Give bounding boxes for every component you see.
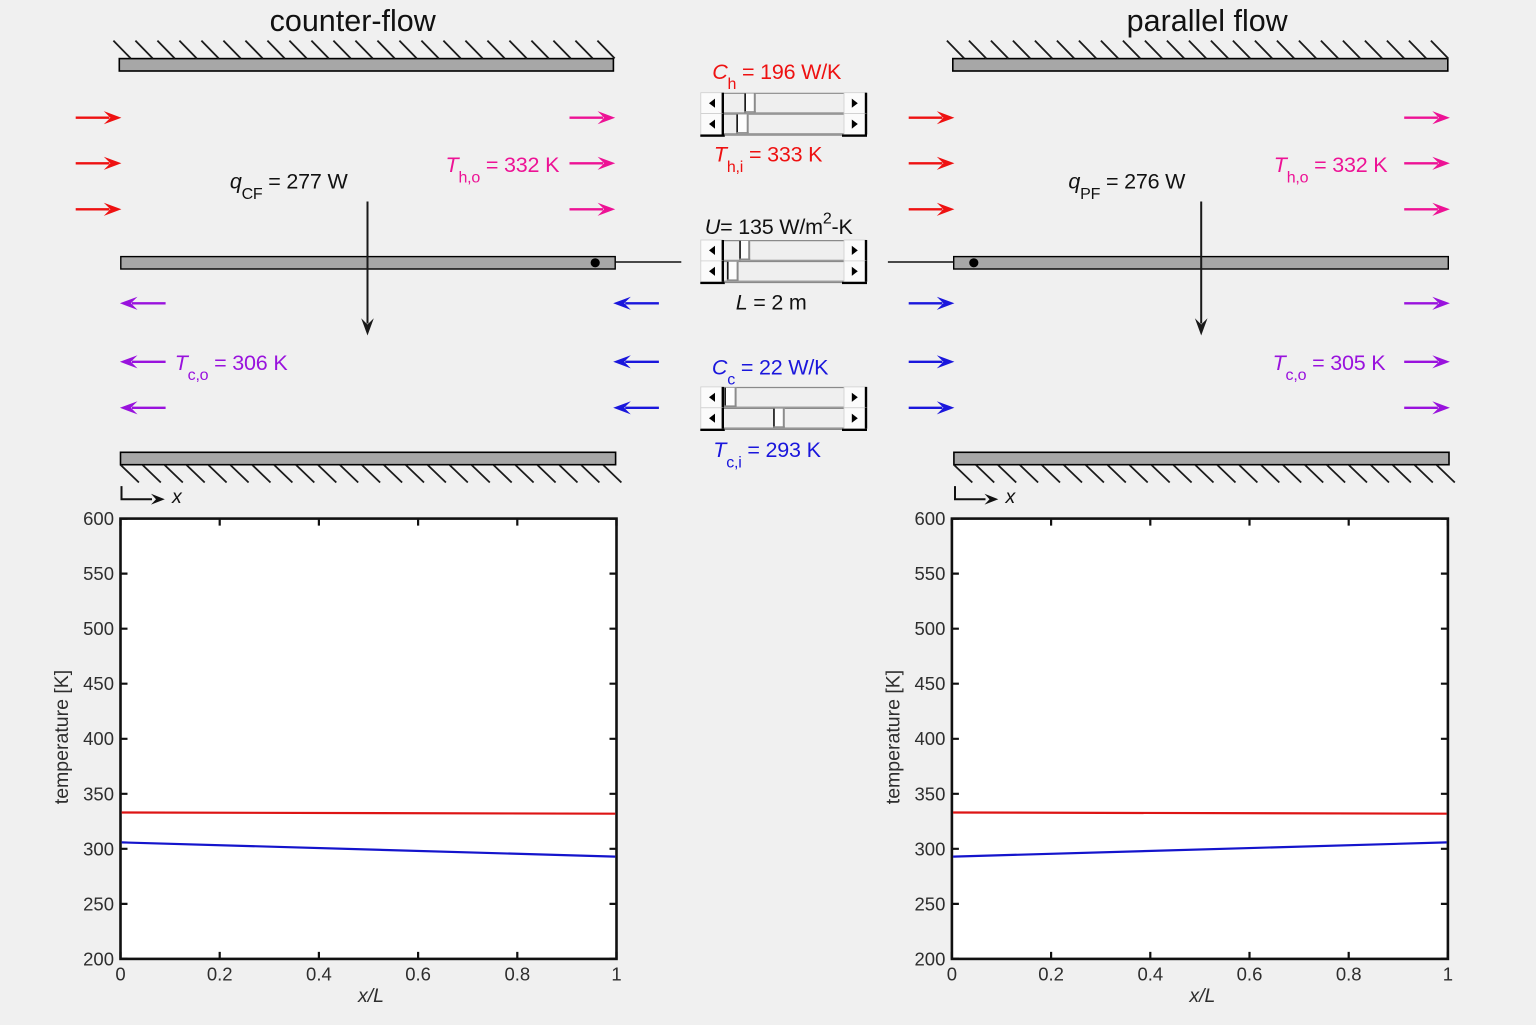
svg-text:0: 0: [947, 964, 957, 985]
svg-text:200: 200: [915, 948, 946, 969]
svg-text:0.6: 0.6: [405, 964, 431, 985]
svg-text:300: 300: [83, 838, 114, 859]
svg-text:qCF​ = 277 W: qCF​ = 277 W: [230, 170, 349, 203]
svg-text:temperature [K]: temperature [K]: [51, 670, 73, 804]
svg-text:0: 0: [115, 964, 125, 985]
svg-text:0.2: 0.2: [207, 964, 233, 985]
svg-text:0.8: 0.8: [504, 964, 530, 985]
svg-text:x: x: [1005, 486, 1017, 508]
svg-text:450: 450: [83, 673, 114, 694]
svg-text:0.4: 0.4: [1137, 964, 1163, 985]
svg-text:U= 135 W/m2​-K: U= 135 W/m2​-K: [705, 210, 854, 238]
svg-text:550: 550: [83, 563, 114, 584]
svg-text:Cc​ = 22 W/K: Cc​ = 22 W/K: [712, 355, 829, 388]
svg-text:600: 600: [915, 508, 946, 529]
svg-text:Tc,i​ = 293 K: Tc,i​ = 293 K: [713, 438, 821, 471]
svg-text:200: 200: [83, 948, 114, 969]
svg-text:1: 1: [611, 964, 621, 985]
svg-text:Th,o​ = 332 K: Th,o​ = 332 K: [1274, 153, 1389, 186]
svg-text:temperature [K]: temperature [K]: [882, 670, 904, 804]
svg-text:x: x: [171, 486, 183, 508]
svg-text:500: 500: [83, 618, 114, 639]
svg-text:counter-flow: counter-flow: [270, 4, 437, 38]
svg-text:Th,i​ = 333 K: Th,i​ = 333 K: [714, 143, 823, 176]
svg-text:550: 550: [915, 563, 946, 584]
svg-text:L = 2 m: L = 2 m: [736, 291, 807, 315]
svg-text:300: 300: [915, 838, 946, 859]
svg-text:500: 500: [915, 618, 946, 639]
svg-text:0.2: 0.2: [1038, 964, 1064, 985]
svg-text:0.6: 0.6: [1237, 964, 1263, 985]
svg-text:0.4: 0.4: [306, 964, 332, 985]
svg-text:600: 600: [83, 508, 114, 529]
svg-text:400: 400: [83, 728, 114, 749]
svg-text:Th,o​ = 332 K: Th,o​ = 332 K: [446, 153, 561, 186]
svg-text:250: 250: [83, 893, 114, 914]
svg-text:1: 1: [1443, 964, 1453, 985]
svg-text:350: 350: [915, 783, 946, 804]
svg-text:450: 450: [915, 673, 946, 694]
svg-text:Tc,o​ = 306 K: Tc,o​ = 306 K: [175, 351, 289, 384]
svg-text:250: 250: [915, 893, 946, 914]
svg-text:0.8: 0.8: [1336, 964, 1362, 985]
svg-text:x/L: x/L: [1188, 985, 1215, 1007]
svg-text:parallel flow: parallel flow: [1127, 4, 1289, 38]
svg-text:Tc,o​ = 305 K: Tc,o​ = 305 K: [1273, 351, 1387, 384]
svg-text:Ch​ = 196 W/K: Ch​ = 196 W/K: [712, 60, 842, 93]
svg-text:qPF​ = 276 W: qPF​ = 276 W: [1068, 170, 1186, 203]
svg-text:350: 350: [83, 783, 114, 804]
svg-text:400: 400: [915, 728, 946, 749]
svg-text:x/L: x/L: [357, 985, 384, 1007]
